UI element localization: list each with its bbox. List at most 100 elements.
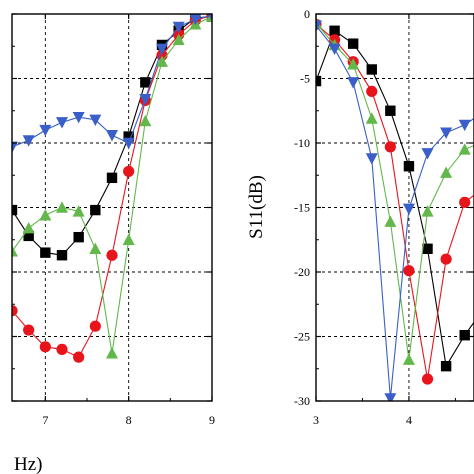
data-point bbox=[384, 141, 396, 153]
data-point bbox=[73, 231, 84, 243]
data-point bbox=[316, 75, 322, 87]
data-point bbox=[12, 204, 18, 216]
y-tick-label: -10 bbox=[294, 136, 310, 150]
series-triangle-up bbox=[12, 14, 212, 359]
data-point bbox=[56, 250, 68, 261]
data-point bbox=[122, 233, 135, 245]
series-circle bbox=[316, 18, 474, 385]
data-point bbox=[12, 305, 18, 317]
y-tick-label: -30 bbox=[294, 394, 310, 408]
data-point bbox=[440, 166, 453, 178]
data-point bbox=[459, 196, 471, 208]
series-triangle-down bbox=[316, 20, 474, 401]
data-point bbox=[139, 93, 152, 106]
x-tick-label: 4 bbox=[406, 413, 412, 427]
data-point bbox=[106, 130, 118, 142]
series-line bbox=[12, 16, 212, 354]
y-tick-label: -25 bbox=[294, 330, 310, 344]
series-line bbox=[316, 25, 474, 399]
data-point bbox=[23, 230, 34, 242]
data-point bbox=[366, 85, 378, 97]
data-point bbox=[56, 343, 68, 355]
y-tick-label: -20 bbox=[294, 265, 310, 279]
data-point bbox=[156, 43, 168, 56]
data-point bbox=[329, 25, 340, 36]
data-point bbox=[90, 204, 101, 216]
data-point bbox=[139, 114, 152, 127]
series-triangle-down bbox=[12, 14, 212, 154]
data-point bbox=[89, 242, 102, 254]
data-point bbox=[365, 112, 378, 124]
data-point bbox=[140, 77, 151, 88]
x-tick-label: 7 bbox=[42, 413, 48, 427]
data-point bbox=[189, 14, 202, 26]
data-point bbox=[328, 43, 341, 56]
data-point bbox=[440, 360, 452, 372]
grid bbox=[12, 14, 212, 401]
data-point bbox=[39, 124, 52, 137]
data-point bbox=[384, 393, 397, 401]
data-point bbox=[458, 119, 471, 132]
data-point bbox=[22, 135, 35, 147]
data-point bbox=[172, 33, 185, 45]
data-point bbox=[422, 243, 433, 254]
data-point bbox=[421, 373, 434, 385]
data-point bbox=[89, 114, 102, 126]
x-tick-label: 3 bbox=[313, 413, 319, 427]
data-point bbox=[402, 203, 415, 215]
series-square bbox=[316, 25, 474, 372]
data-point bbox=[89, 320, 101, 332]
data-point bbox=[421, 148, 434, 160]
x-axis-title: Hz) bbox=[14, 454, 42, 474]
x-tick-label: 8 bbox=[126, 413, 132, 427]
series-line bbox=[12, 14, 212, 358]
series-line bbox=[316, 29, 474, 368]
left-chart-panel: 7 8 9 Hz) bbox=[11, 13, 215, 474]
data-point bbox=[12, 245, 18, 257]
plot-area bbox=[12, 14, 212, 363]
series-line bbox=[316, 22, 474, 360]
data-point bbox=[40, 247, 51, 258]
data-point bbox=[106, 249, 118, 261]
data-point bbox=[459, 330, 470, 341]
data-point bbox=[403, 161, 415, 172]
y-axis bbox=[12, 13, 212, 402]
data-point bbox=[366, 64, 377, 75]
x-tick-label: 9 bbox=[209, 413, 215, 427]
data-point bbox=[122, 137, 135, 150]
data-point bbox=[72, 205, 85, 217]
y-tick-label: -5 bbox=[300, 72, 310, 86]
data-point bbox=[39, 341, 51, 353]
data-point bbox=[384, 215, 397, 227]
series-triangle-up bbox=[316, 16, 474, 365]
data-point bbox=[403, 265, 415, 277]
data-point bbox=[440, 127, 453, 139]
data-point bbox=[347, 58, 360, 70]
data-point bbox=[440, 253, 452, 265]
data-point bbox=[347, 38, 359, 49]
data-point bbox=[172, 21, 185, 34]
data-point bbox=[421, 205, 434, 217]
y-axis: -30 -25 -20 -15 -10 -5 0 bbox=[294, 7, 474, 408]
data-point bbox=[106, 347, 118, 359]
data-point bbox=[156, 55, 168, 67]
data-point bbox=[458, 143, 471, 155]
data-point bbox=[402, 353, 415, 365]
data-point bbox=[106, 172, 118, 184]
data-point bbox=[56, 201, 68, 213]
grid bbox=[316, 14, 474, 401]
data-point bbox=[365, 153, 378, 165]
y-axis-title: S11(dB) bbox=[246, 175, 267, 239]
data-point bbox=[123, 165, 135, 177]
data-point bbox=[12, 141, 18, 154]
data-point bbox=[123, 131, 134, 142]
data-point bbox=[347, 77, 360, 89]
plot-area bbox=[316, 16, 474, 401]
y-tick-label: -15 bbox=[294, 201, 310, 215]
y-tick-label: 0 bbox=[304, 7, 310, 21]
data-point bbox=[385, 105, 396, 116]
series-circle bbox=[12, 14, 212, 363]
